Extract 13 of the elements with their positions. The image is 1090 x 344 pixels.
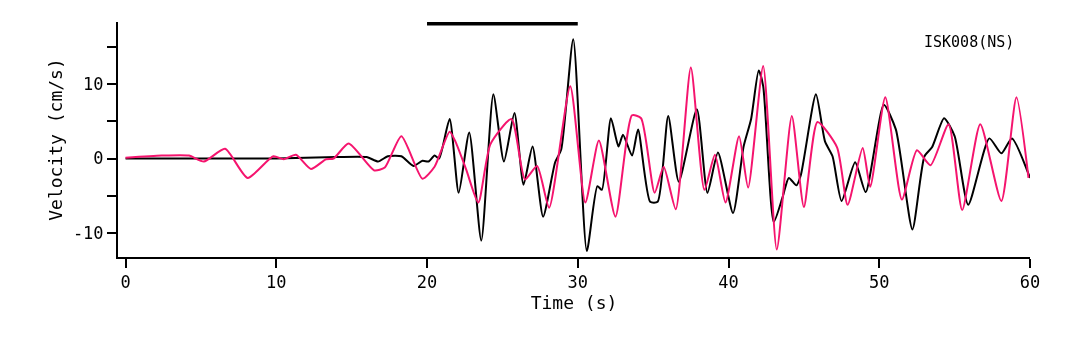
annotation: ISK008(NS) <box>924 33 1015 51</box>
x-tick-label: 0 <box>120 272 131 293</box>
x-tick-label: 40 <box>718 272 739 293</box>
x-tick-label: 10 <box>266 272 287 293</box>
x-tick-label: 20 <box>416 272 438 293</box>
y-axis-title: Velocity (cm/s) <box>44 58 66 221</box>
y-tick-label: 0 <box>93 148 104 169</box>
x-tick-label: 60 <box>1019 272 1041 293</box>
y-tick-label: 10 <box>83 73 104 94</box>
x-tick-label: 30 <box>567 272 589 293</box>
y-tick-label: -10 <box>72 223 104 244</box>
x-axis-title: Time (s) <box>530 292 618 314</box>
x-tick-label: 50 <box>869 272 890 293</box>
